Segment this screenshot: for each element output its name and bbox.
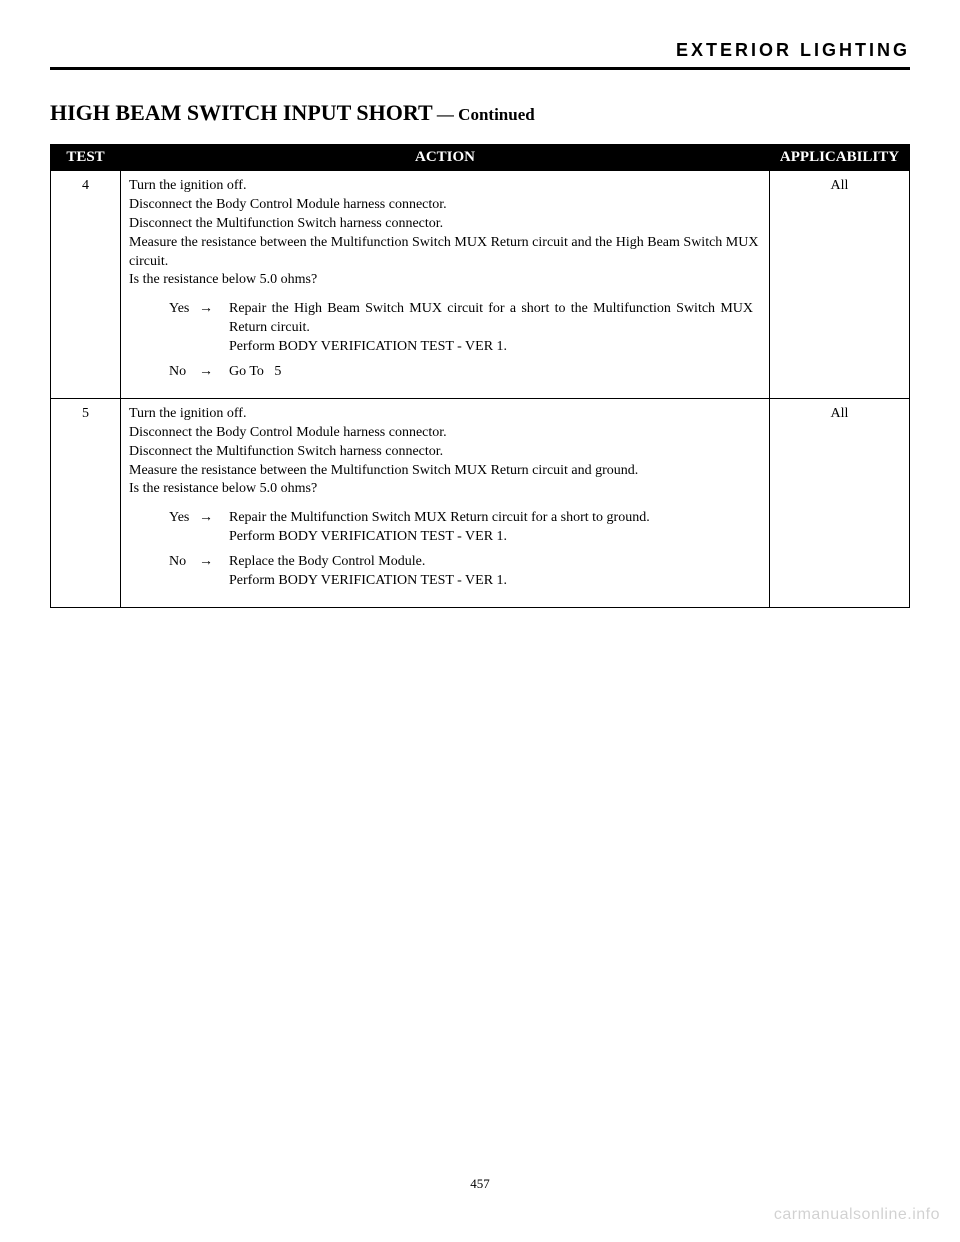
cell-test: 5 <box>51 398 121 607</box>
arrow-icon: → <box>199 363 229 382</box>
table-row: 4 Turn the ignition off. Disconnect the … <box>51 171 910 399</box>
no-label: No <box>169 363 199 382</box>
action-line: Measure the resistance between the Multi… <box>129 462 761 481</box>
no-text: Go To 5 <box>229 363 761 382</box>
yes-no-block: Yes → Repair the Multifunction Switch MU… <box>129 509 761 591</box>
page: EXTERIOR LIGHTING HIGH BEAM SWITCH INPUT… <box>0 0 960 1242</box>
action-line: Turn the ignition off. <box>129 405 761 424</box>
action-line: Is the resistance below 5.0 ohms? <box>129 271 761 290</box>
arrow-icon: → <box>199 509 229 528</box>
col-header-action: ACTION <box>121 145 770 171</box>
cell-test: 4 <box>51 171 121 399</box>
watermark: carmanualsonline.info <box>774 1206 940 1224</box>
page-number: 457 <box>0 1176 960 1192</box>
cell-action: Turn the ignition off. Disconnect the Bo… <box>121 398 770 607</box>
yes-row: Yes → Repair the Multifunction Switch MU… <box>169 509 761 547</box>
yes-label: Yes <box>169 300 199 319</box>
yes-no-block: Yes → Repair the High Beam Switch MUX ci… <box>129 300 761 382</box>
cell-applic: All <box>770 398 910 607</box>
col-header-test: TEST <box>51 145 121 171</box>
yes-text: Repair the High Beam Switch MUX circuit … <box>229 300 761 357</box>
action-line: Disconnect the Multifunction Switch harn… <box>129 215 761 234</box>
no-row: No → Replace the Body Control Module.Per… <box>169 553 761 591</box>
action-line: Disconnect the Multifunction Switch harn… <box>129 443 761 462</box>
action-line: Turn the ignition off. <box>129 177 761 196</box>
no-row: No → Go To 5 <box>169 363 761 382</box>
yes-row: Yes → Repair the High Beam Switch MUX ci… <box>169 300 761 357</box>
page-title: HIGH BEAM SWITCH INPUT SHORT — Continued <box>50 100 910 126</box>
no-text: Replace the Body Control Module.Perform … <box>229 553 761 591</box>
arrow-icon: → <box>199 553 229 572</box>
table-header-row: TEST ACTION APPLICABILITY <box>51 145 910 171</box>
action-line: Is the resistance below 5.0 ohms? <box>129 480 761 499</box>
yes-label: Yes <box>169 509 199 528</box>
action-line: Measure the resistance between the Multi… <box>129 234 761 272</box>
action-line: Disconnect the Body Control Module harne… <box>129 196 761 215</box>
header-rule <box>50 67 910 70</box>
title-continued: — Continued <box>433 105 535 124</box>
arrow-icon: → <box>199 300 229 319</box>
running-head: EXTERIOR LIGHTING <box>50 40 910 65</box>
action-line: Disconnect the Body Control Module harne… <box>129 424 761 443</box>
cell-applic: All <box>770 171 910 399</box>
no-label: No <box>169 553 199 572</box>
title-main: HIGH BEAM SWITCH INPUT SHORT <box>50 100 433 125</box>
diagnostic-table: TEST ACTION APPLICABILITY 4 Turn the ign… <box>50 144 910 608</box>
cell-action: Turn the ignition off. Disconnect the Bo… <box>121 171 770 399</box>
col-header-applic: APPLICABILITY <box>770 145 910 171</box>
yes-text: Repair the Multifunction Switch MUX Retu… <box>229 509 761 547</box>
table-row: 5 Turn the ignition off. Disconnect the … <box>51 398 910 607</box>
